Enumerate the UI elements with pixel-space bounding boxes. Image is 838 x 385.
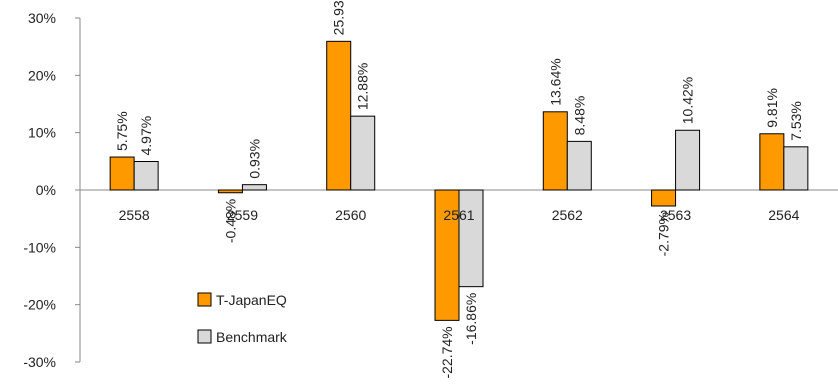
category-label: 2564 xyxy=(768,207,799,223)
legend-label-benchmark: Benchmark xyxy=(216,329,288,345)
y-tick-label: 30% xyxy=(28,10,56,26)
category-label: 2563 xyxy=(660,207,691,223)
data-label: 10.42% xyxy=(680,77,696,124)
bar-benchmark xyxy=(350,115,376,191)
y-tick-label: -10% xyxy=(23,239,56,255)
data-label: 4.97% xyxy=(138,116,154,156)
bar-t-japaneq xyxy=(542,111,568,191)
bar-t-japaneq xyxy=(326,40,352,191)
data-label: 5.75% xyxy=(114,111,130,151)
data-label: 8.48% xyxy=(571,96,587,136)
bar-benchmark xyxy=(458,189,484,288)
category-label: 2560 xyxy=(335,207,366,223)
category-label: 2559 xyxy=(227,207,258,223)
category-label: 2561 xyxy=(443,207,474,223)
data-label: 25.93% xyxy=(331,0,347,35)
bar-benchmark xyxy=(783,146,809,191)
y-tick-label: 20% xyxy=(28,67,56,83)
bar-t-japaneq xyxy=(217,189,243,194)
legend: T-JapanEQ Benchmark xyxy=(197,292,288,345)
legend-swatch-t-japaneq xyxy=(197,292,212,307)
bar-t-japaneq xyxy=(651,189,677,207)
y-tick-label: -20% xyxy=(23,297,56,313)
data-label: -2.79% xyxy=(656,212,672,256)
data-label: -22.74% xyxy=(439,326,455,378)
category-label: 2562 xyxy=(552,207,583,223)
bar-benchmark xyxy=(566,140,592,191)
bar-t-japaneq xyxy=(759,133,785,191)
legend-label-t-japaneq: T-JapanEQ xyxy=(216,292,287,308)
bar-benchmark xyxy=(133,161,159,191)
data-label: 12.88% xyxy=(355,63,371,110)
bar-t-japaneq xyxy=(109,156,135,191)
y-tick-label: 10% xyxy=(28,125,56,141)
bars xyxy=(109,40,809,321)
data-labels: 5.75% 4.97% -0.48% 0.93% 25.93% 12.88% -22.74%… xyxy=(114,0,804,379)
data-label: 13.64% xyxy=(547,58,563,105)
data-label: 0.93% xyxy=(246,139,262,179)
y-ticks: 30% 20% 10% 0% -10% -20% -30% xyxy=(23,10,80,370)
bar-benchmark xyxy=(675,129,701,191)
bar-benchmark xyxy=(241,184,267,191)
data-label: 7.53% xyxy=(788,101,804,141)
y-tick-label: 0% xyxy=(36,182,56,198)
category-label: 2558 xyxy=(119,207,150,223)
data-label: -16.86% xyxy=(463,293,479,345)
data-label: 9.81% xyxy=(764,88,780,128)
category-labels: 2558 2559 2560 2561 2562 2563 2564 xyxy=(119,207,800,223)
data-label: -0.48% xyxy=(222,199,238,243)
y-tick-label: -30% xyxy=(23,354,56,370)
legend-swatch-benchmark xyxy=(197,329,212,344)
